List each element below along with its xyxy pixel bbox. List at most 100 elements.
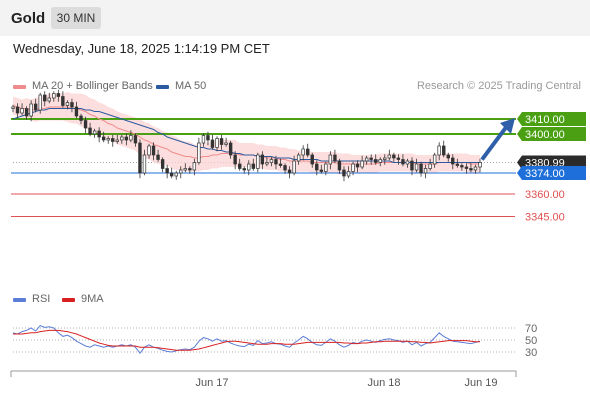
candle-body — [401, 159, 405, 165]
candle-body — [29, 103, 33, 117]
x-tick-label: Jun 18 — [367, 377, 400, 389]
legend-ma20: MA 20 + Bollinger Bands — [32, 80, 153, 92]
candle-body — [333, 154, 337, 162]
price-label-box-3400.00 — [517, 127, 586, 141]
candle-body — [419, 163, 423, 174]
candle-body — [256, 154, 260, 169]
candle-body — [120, 136, 124, 141]
candle-body — [351, 163, 355, 172]
candle-body — [387, 154, 392, 159]
candle-body — [206, 135, 210, 141]
candle-body — [405, 160, 410, 165]
price-label-3400.00: 3400.00 — [525, 129, 565, 141]
candle-body — [451, 157, 455, 165]
candle-body — [287, 169, 292, 174]
timeframe-button[interactable]: 30 MIN — [51, 7, 101, 29]
candle-body — [79, 115, 83, 121]
instrument-title: Gold — [11, 10, 46, 27]
candle-body — [15, 106, 20, 114]
candle-body — [151, 145, 156, 156]
candle-body — [160, 159, 165, 169]
candle-body — [215, 138, 219, 148]
rsi-tick-50: 50 — [525, 335, 537, 347]
candle-body — [210, 139, 215, 148]
price-label-3360.00: 3360.00 — [525, 189, 565, 201]
candle-body — [251, 163, 256, 169]
candle-body — [111, 138, 115, 142]
legend-ma50: MA 50 — [175, 80, 207, 92]
candle-body — [11, 106, 15, 109]
candle-body — [242, 168, 246, 171]
candle-body — [101, 136, 106, 141]
candle-body — [342, 169, 346, 177]
target-arrow-head — [500, 118, 515, 134]
candle-body — [124, 136, 129, 141]
candle-body — [201, 135, 206, 144]
candle-body — [183, 168, 187, 171]
candle-body — [369, 157, 373, 160]
candle-body — [92, 130, 97, 135]
candle-body — [455, 163, 460, 166]
candle-body — [115, 139, 119, 142]
candle-body — [432, 154, 437, 165]
candle-body — [378, 159, 382, 163]
candle-body — [247, 163, 251, 171]
candle-body — [129, 135, 133, 141]
candle-body — [283, 165, 287, 171]
candle-body — [233, 154, 237, 165]
candle-body — [56, 93, 61, 97]
candle-body — [292, 160, 296, 174]
candle-body — [392, 154, 396, 159]
candle-body — [33, 103, 38, 111]
candle-body — [165, 168, 169, 174]
rsi-tick-30: 30 — [525, 347, 537, 359]
candle-body — [88, 127, 92, 135]
candle-body — [374, 159, 378, 163]
target-arrow-shaft — [480, 124, 509, 161]
price-label-3345.00: 3345.00 — [525, 212, 565, 224]
candle-body — [315, 163, 319, 171]
candle-body — [179, 169, 183, 174]
candle-body — [355, 163, 360, 168]
candle-body — [446, 154, 450, 159]
candle-body — [423, 168, 428, 174]
candle-body — [328, 154, 333, 165]
candle-body — [464, 166, 469, 169]
candle-body — [83, 120, 88, 129]
candle-body — [52, 93, 56, 99]
candle-body — [20, 108, 24, 114]
candle-body — [169, 172, 174, 177]
candle-body — [269, 159, 274, 163]
candle-body — [156, 154, 160, 160]
candle-body — [437, 145, 441, 156]
candle-body — [364, 157, 369, 162]
candle-body — [478, 162, 482, 168]
candle-body — [61, 96, 65, 106]
candle-body — [106, 138, 110, 141]
candle-body — [197, 142, 201, 163]
ma9-swatch — [62, 298, 75, 302]
candle-body — [43, 94, 47, 102]
candle-body — [460, 165, 464, 168]
candle-body — [142, 154, 147, 174]
candle-body — [147, 145, 151, 156]
x-tick-label: Jun 17 — [195, 377, 228, 389]
x-tick-label: Jun 19 — [464, 377, 497, 389]
timestamp: Wednesday, June 18, 2025 1:14:19 PM CET — [13, 41, 270, 56]
ma50-swatch — [156, 85, 169, 89]
candle-body — [319, 169, 324, 172]
candle-body — [228, 142, 233, 156]
candle-body — [238, 163, 242, 169]
ma20-swatch — [13, 85, 26, 89]
candle-body — [473, 166, 478, 171]
candle-body — [410, 160, 414, 171]
candle-body — [224, 142, 228, 145]
candle-body — [337, 160, 342, 171]
candle-body — [97, 130, 101, 138]
candle-body — [38, 94, 42, 111]
price-label-3374.00: 3374.00 — [525, 168, 565, 180]
legend-rsi: RSI — [32, 293, 51, 305]
rsi-tick-70: 70 — [525, 323, 537, 335]
